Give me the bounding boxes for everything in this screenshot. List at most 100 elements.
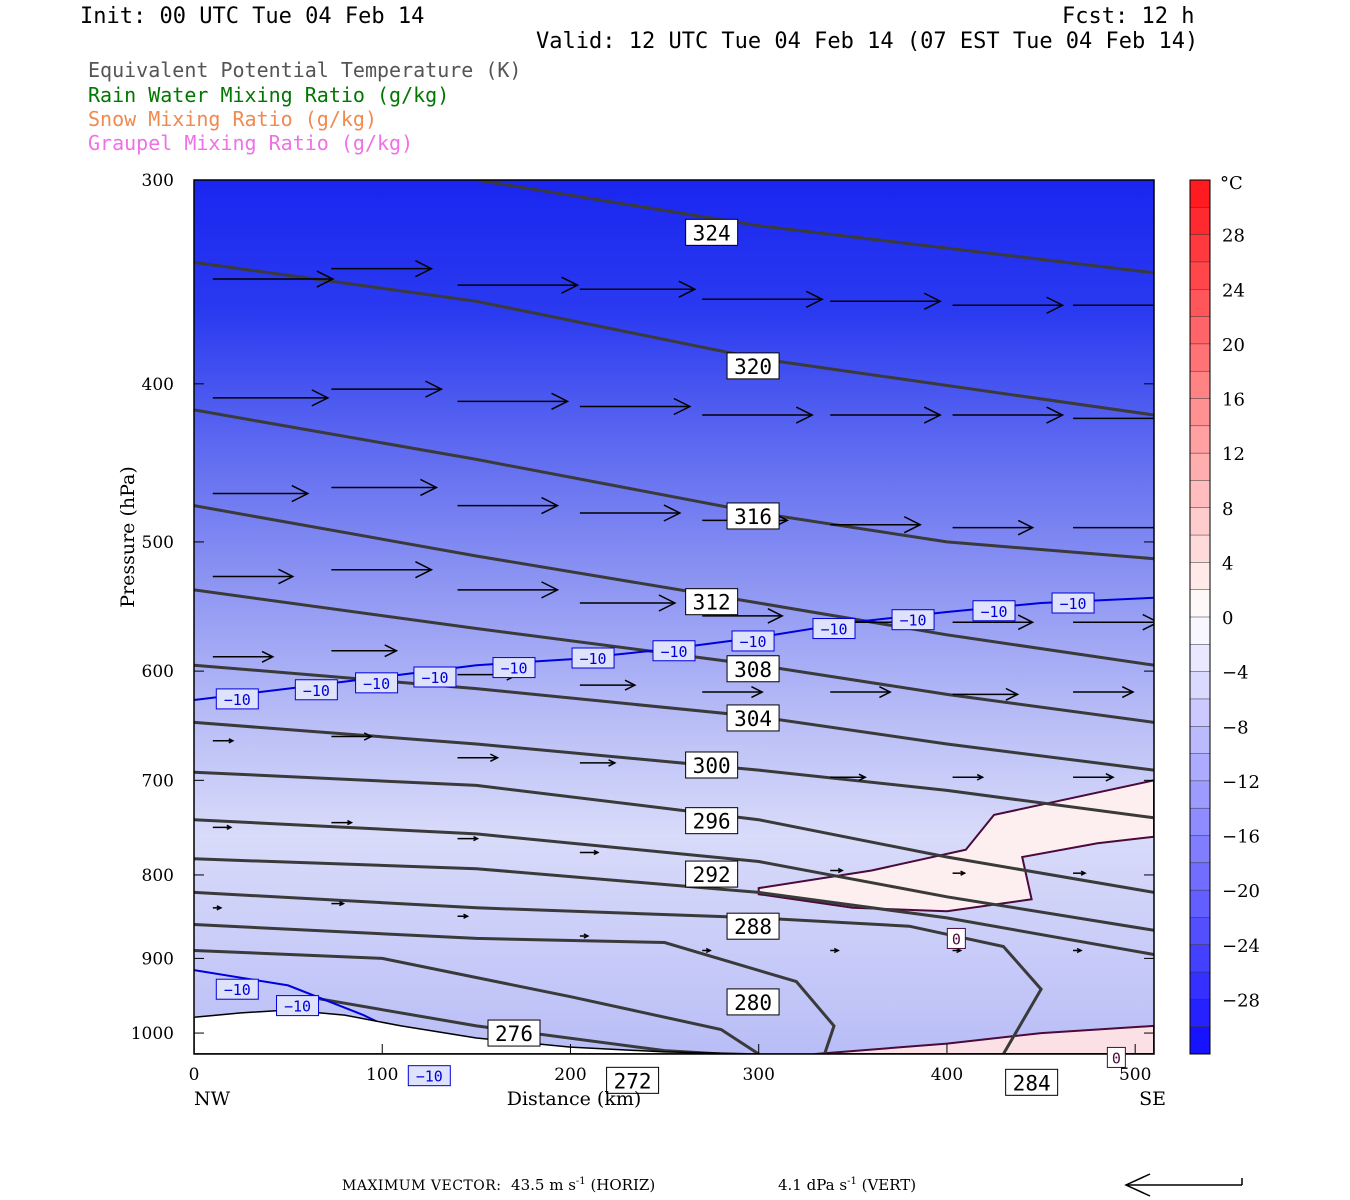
wind-vector <box>331 644 399 658</box>
colorbar-tick-label: 24 <box>1222 280 1245 301</box>
theta-e-label-text: 304 <box>734 707 772 731</box>
isotherm-minus10-label: −10 <box>652 640 696 662</box>
colorbar-cell <box>1190 1026 1210 1055</box>
wind-vector <box>331 732 374 741</box>
isotherm-minus10-label-text: −10 <box>820 621 847 639</box>
colorbar-unit: °C <box>1220 173 1243 194</box>
endpoint-right: SE <box>1139 1088 1166 1110</box>
wind-vector <box>579 594 677 612</box>
x-axis-label: Distance (km) <box>507 1088 642 1110</box>
wind-vector <box>702 685 764 699</box>
wind-vector <box>212 824 233 831</box>
wind-vector <box>1073 613 1154 631</box>
isotherm-minus10-label: −10 <box>407 1065 451 1087</box>
colorbar-cell <box>1190 480 1210 509</box>
colorbar-tick-label: 4 <box>1222 553 1233 574</box>
wind-vector <box>579 759 617 767</box>
wind-vector <box>457 581 560 599</box>
y-tick-label: 800 <box>142 866 174 886</box>
colorbar-cell <box>1190 944 1210 973</box>
isotherm-minus10-label-text: −10 <box>1060 595 1087 613</box>
wind-vector <box>331 819 354 826</box>
wind-vector <box>952 687 1020 701</box>
vert-tag: (VERT) <box>861 1176 917 1194</box>
colorbar-tick-label: −28 <box>1222 990 1260 1011</box>
isotherm-minus10-label: −10 <box>215 688 259 710</box>
wind-vector <box>331 380 444 398</box>
isotherm-minus10-label: −10 <box>972 600 1016 622</box>
theta-e-contour-292 <box>194 818 1154 932</box>
colorbar-cell <box>1190 453 1210 481</box>
isotherm-minus10-label: −10 <box>215 978 259 1000</box>
theta-e-label: 320 <box>726 352 780 380</box>
wind-vector <box>1073 526 1154 529</box>
wind-vector <box>331 478 439 497</box>
isotherm-minus10-label: −10 <box>276 995 320 1017</box>
colorbar-tick-label: 8 <box>1222 499 1233 520</box>
theta-e-label: 296 <box>685 807 739 835</box>
wind-vector <box>457 835 480 842</box>
horiz-tag: (HORIZ) <box>590 1176 656 1194</box>
theta-e-label: 304 <box>726 704 780 732</box>
isotherm-minus10-label-text: −10 <box>421 669 448 687</box>
colorbar-tick-label: 20 <box>1222 335 1245 356</box>
wind-vector <box>457 913 470 919</box>
wind-vector <box>830 773 867 782</box>
isotherm-minus10-label: −10 <box>1051 592 1095 614</box>
colorbar-cell <box>1190 207 1210 236</box>
x-tick-label: 300 <box>742 1065 774 1085</box>
theta-e-label-text: 280 <box>734 991 772 1015</box>
isotherm-zero-region-1 <box>757 779 1154 913</box>
wind-vector <box>702 608 784 624</box>
colorbar-tick-label: 12 <box>1222 444 1245 465</box>
colorbar-tick-label: 28 <box>1222 226 1245 247</box>
vert-value: 4.1 <box>778 1176 802 1194</box>
wind-vector <box>331 561 434 579</box>
colorbar-tick-label: −24 <box>1222 936 1260 957</box>
theta-e-label-text: 324 <box>693 221 731 245</box>
y-tick-label: 600 <box>142 662 174 682</box>
theta-e-contour-280 <box>194 923 836 1054</box>
colorbar-cell <box>1190 698 1210 727</box>
colorbar-tick-label: −20 <box>1222 881 1260 902</box>
max-vector-arrow <box>1124 1173 1243 1197</box>
theta-e-label: 300 <box>685 751 739 779</box>
y-tick-label: 400 <box>142 375 174 395</box>
colorbar-cell <box>1190 535 1210 563</box>
wind-vector <box>457 276 580 294</box>
colorbar-cell <box>1190 180 1210 208</box>
colorbar-cell <box>1190 644 1210 673</box>
isotherm-minus10-label: −10 <box>355 672 399 694</box>
wind-vector <box>579 849 600 856</box>
colorbar-cell <box>1190 753 1210 782</box>
wind-vector <box>830 947 840 954</box>
theta-e-label-text: 288 <box>734 915 772 939</box>
x-tick-label: 500 <box>1119 1065 1151 1085</box>
wind-vector <box>952 773 985 781</box>
isotherm-minus10-label: −10 <box>413 666 457 688</box>
terrain <box>194 1009 759 1054</box>
colorbar-cell <box>1190 289 1210 318</box>
theta-e-label: 288 <box>726 912 780 940</box>
wind-vector <box>1073 773 1115 782</box>
theta-e-contour-284 <box>194 890 1043 1054</box>
theta-e-label: 292 <box>685 860 739 888</box>
wind-vector <box>702 290 824 308</box>
wind-vector <box>830 685 892 699</box>
theta-e-label-text: 308 <box>734 658 772 682</box>
colorbar-cell <box>1190 589 1210 618</box>
wind-vector <box>1073 417 1154 420</box>
isotherm-minus10-label-text: −10 <box>416 1068 443 1086</box>
theta-e-label-text: 316 <box>734 505 772 529</box>
wind-vector <box>830 867 844 874</box>
max-vector-horizontal: MAXIMUM VECTOR: 43.5 m s-1 (HORIZ) <box>342 1176 655 1194</box>
colorbar-cell <box>1190 343 1210 372</box>
y-tick-label: 300 <box>142 171 174 191</box>
colorbar-cell <box>1190 726 1210 755</box>
colorbar-tick-label: 16 <box>1222 390 1245 411</box>
colorbar-cell <box>1190 972 1210 1000</box>
wind-vector <box>702 947 712 954</box>
legend-rain-water: Rain Water Mixing Ratio (g/kg) <box>88 83 450 107</box>
theta-e-label: 276 <box>487 1019 541 1047</box>
